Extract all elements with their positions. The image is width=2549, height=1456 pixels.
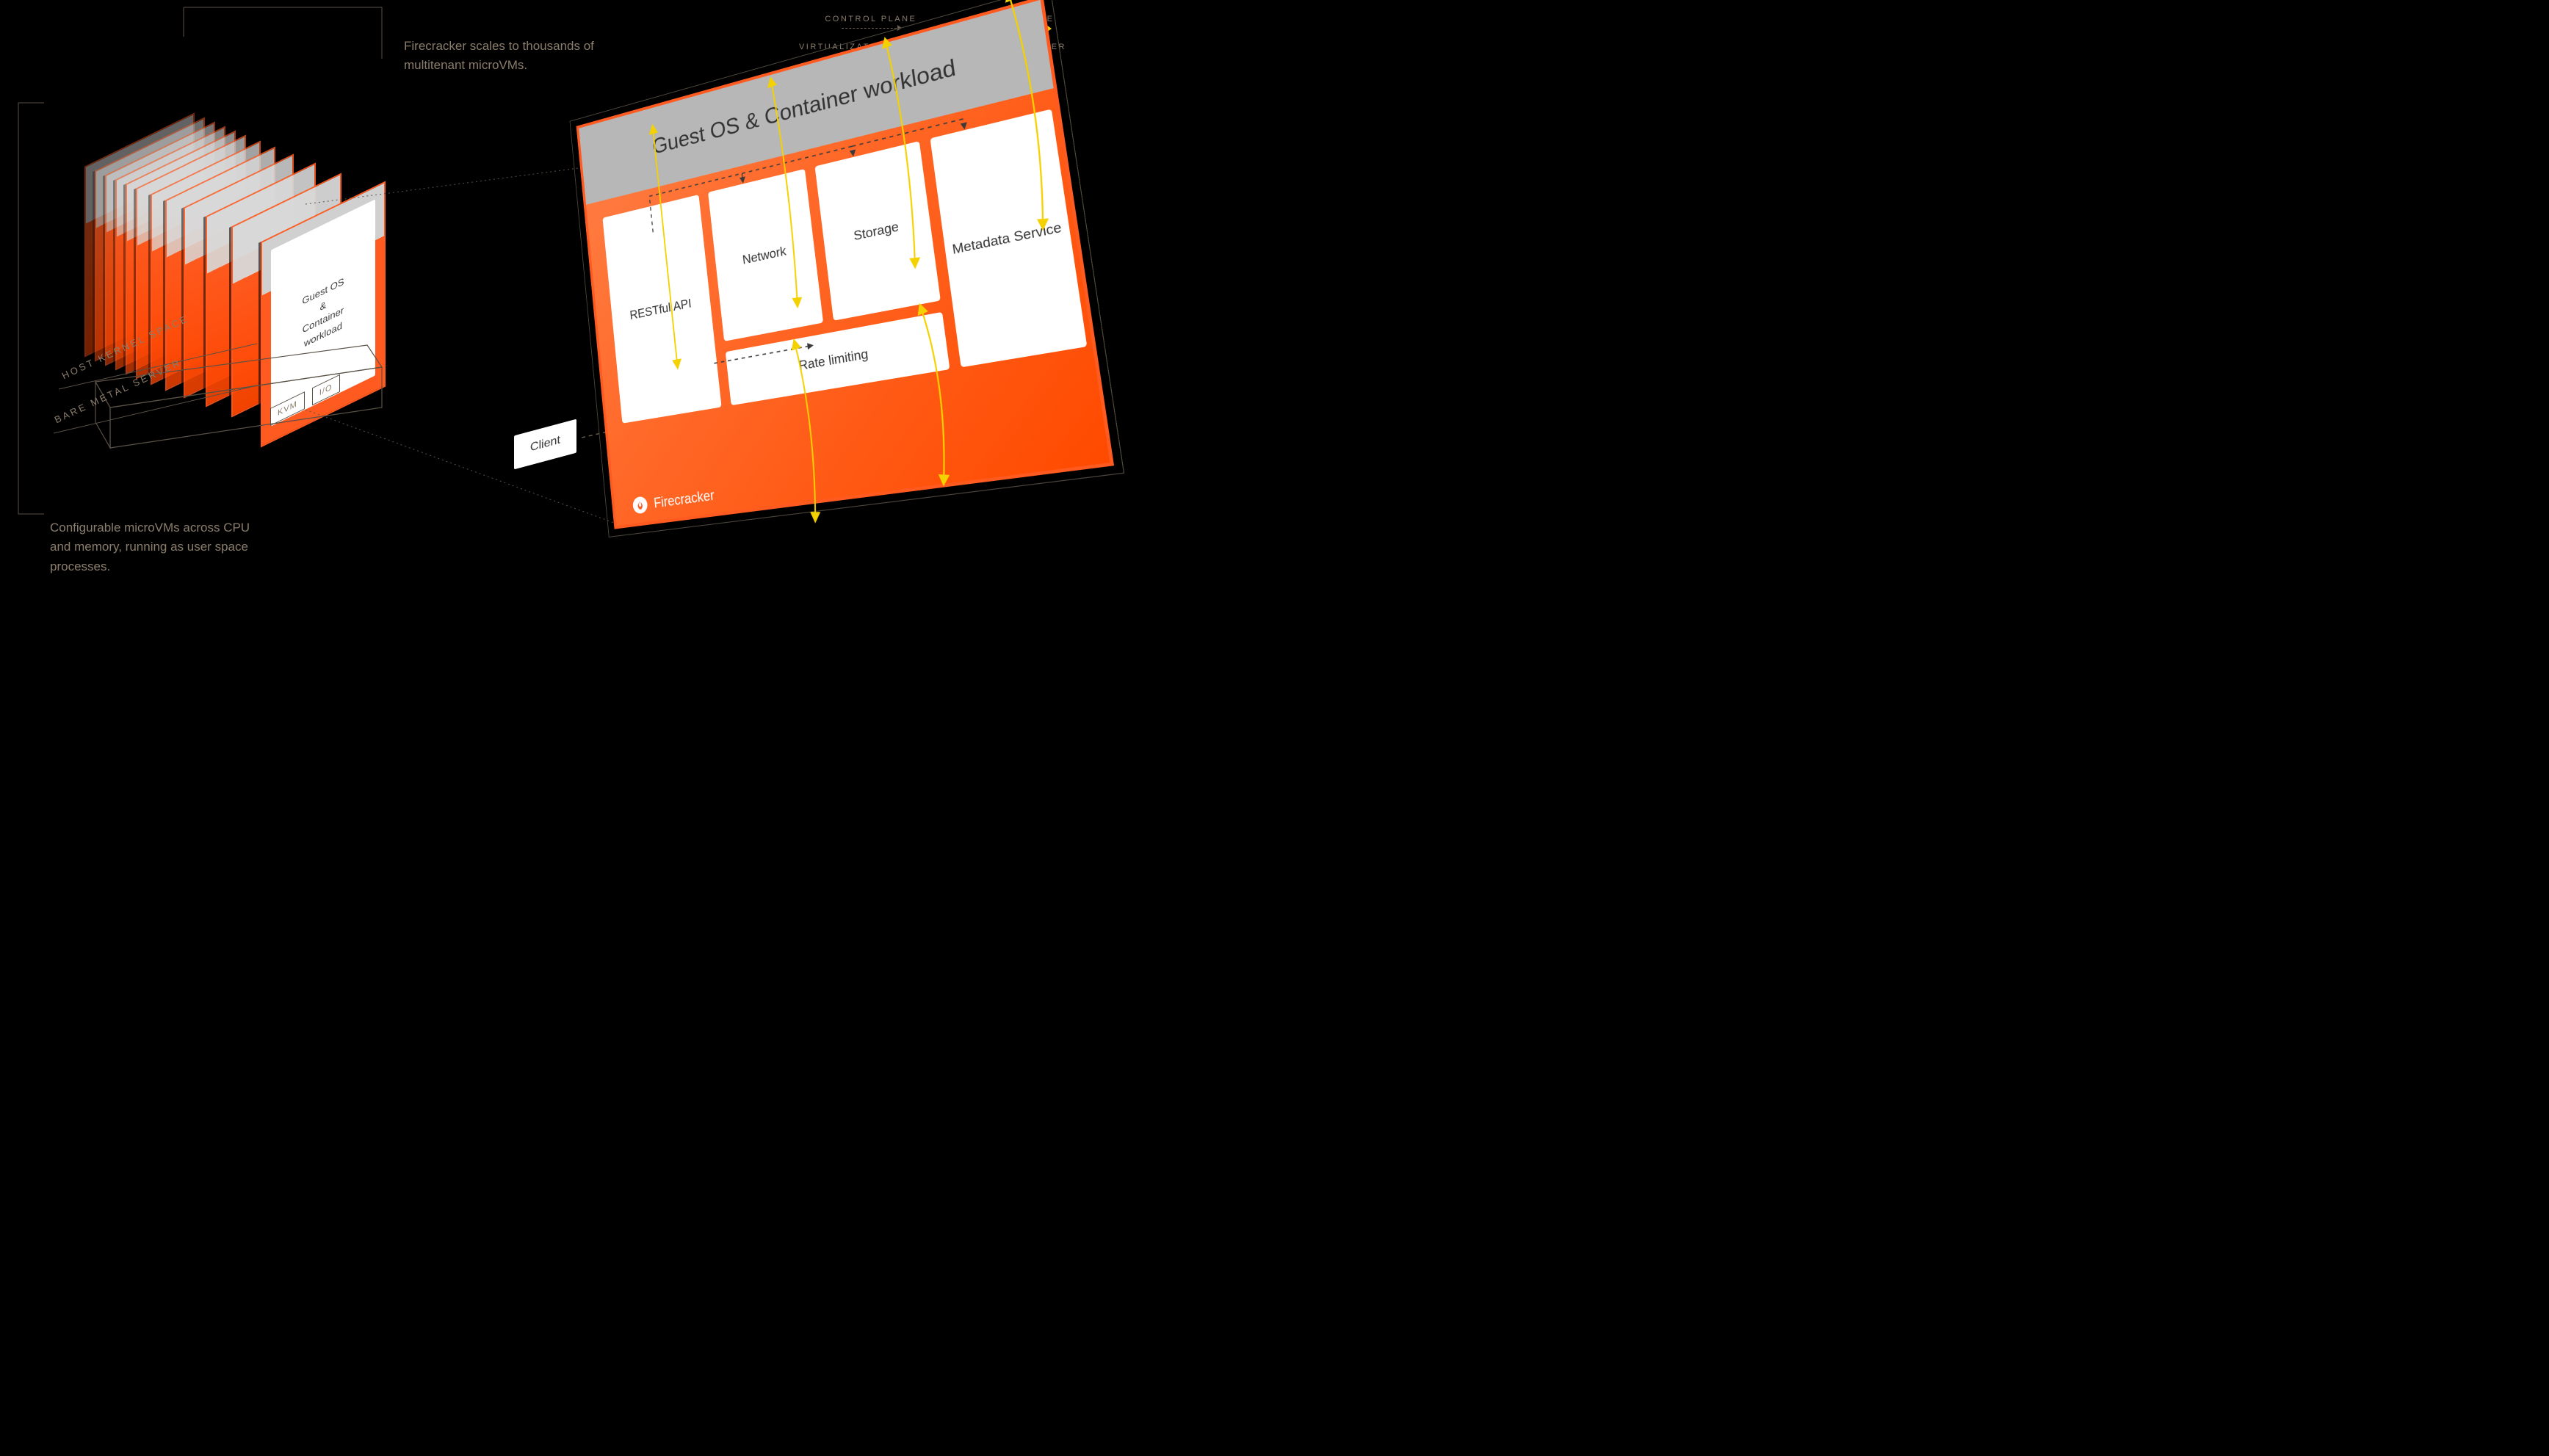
firecracker-brand-text: Firecracker [653, 487, 715, 511]
flame-icon [632, 496, 648, 514]
box-restful-api: RESTful API [602, 195, 721, 424]
detail-panel: Guest OS & Container workload RESTful AP… [576, 0, 1114, 529]
firecracker-brand: Firecracker [632, 487, 715, 515]
box-storage: Storage [815, 141, 941, 321]
annotation-config: Configurable microVMs across CPU and mem… [50, 518, 270, 576]
microvm-stack: Guest OS & Container workload [84, 81, 393, 448]
box-network: Network [708, 169, 823, 341]
annotation-scale: Firecracker scales to thousands of multi… [404, 37, 624, 76]
client-box: Client [514, 419, 576, 470]
legend-cp-label: CONTROL PLANE [825, 15, 916, 23]
